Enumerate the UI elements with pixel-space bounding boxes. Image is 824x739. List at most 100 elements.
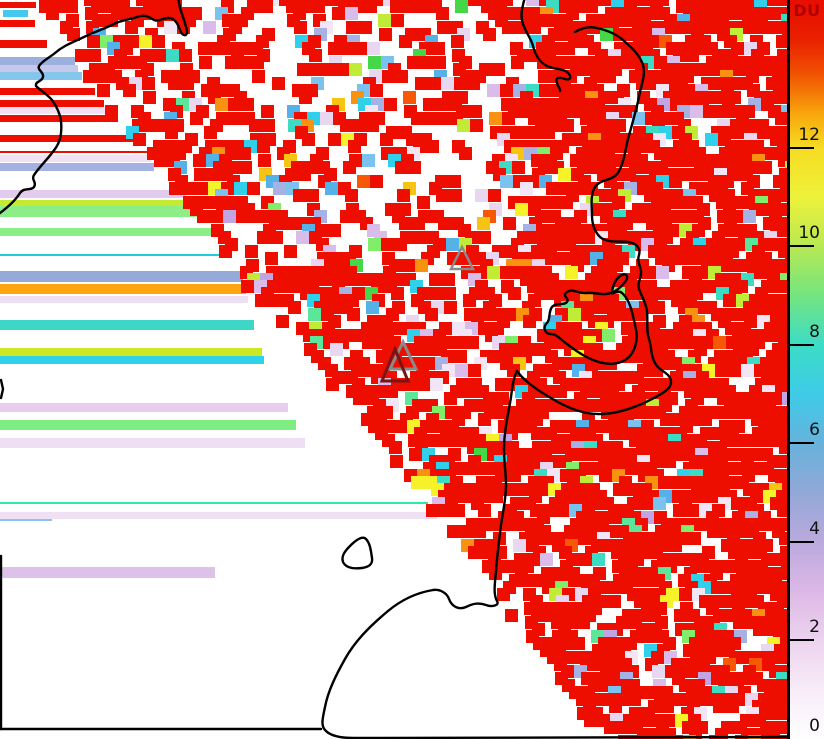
data-pixel xyxy=(778,245,789,258)
data-pixel xyxy=(320,112,333,125)
data-pixel xyxy=(394,420,407,433)
data-pixel xyxy=(345,7,358,20)
data-pixel xyxy=(166,49,179,62)
data-pixel xyxy=(353,392,366,405)
data-pixel xyxy=(437,112,450,125)
data-pixel xyxy=(500,266,513,279)
colorbar-tick xyxy=(790,245,814,248)
data-pixel xyxy=(349,63,362,76)
data-pixel xyxy=(607,581,620,594)
data-pixel xyxy=(207,168,220,181)
data-pixel xyxy=(713,336,726,349)
data-pixel xyxy=(656,266,669,279)
data-pixel xyxy=(424,112,437,125)
data-pixel xyxy=(190,112,203,125)
scanline-stripe xyxy=(0,115,118,122)
data-pixel xyxy=(779,623,789,636)
data-pixel xyxy=(753,623,766,636)
data-pixel xyxy=(455,364,468,377)
data-pixel xyxy=(288,301,301,314)
data-pixel xyxy=(257,140,270,153)
data-pixel xyxy=(620,308,633,321)
data-pixel xyxy=(780,182,789,195)
scanline-stripe xyxy=(0,512,437,519)
data-pixel xyxy=(686,49,699,62)
data-pixel xyxy=(716,105,729,118)
data-pixel xyxy=(475,462,488,475)
data-pixel xyxy=(674,336,687,349)
data-pixel xyxy=(437,21,450,34)
data-pixel xyxy=(473,525,486,538)
data-pixel xyxy=(455,0,468,13)
data-pixel xyxy=(779,441,789,454)
data-pixel xyxy=(65,0,78,13)
data-pixel xyxy=(299,91,312,104)
data-pixel xyxy=(546,182,559,195)
data-pixel xyxy=(370,84,383,97)
data-pixel xyxy=(399,217,412,230)
data-pixel xyxy=(774,280,787,293)
data-pixel xyxy=(454,77,467,90)
data-pixel xyxy=(139,35,152,48)
data-pixel xyxy=(403,0,416,13)
data-pixel xyxy=(783,497,789,510)
data-pixel xyxy=(562,42,575,55)
scanline-stripe xyxy=(0,438,305,448)
data-pixel xyxy=(628,693,641,706)
data-pixel xyxy=(152,35,165,48)
data-pixel xyxy=(463,294,476,307)
data-pixel xyxy=(776,35,789,48)
data-pixel xyxy=(759,434,772,447)
data-pixel xyxy=(781,469,789,482)
data-pixel xyxy=(444,392,457,405)
data-pixel xyxy=(781,14,789,27)
scanline-stripe xyxy=(0,72,82,80)
data-pixel xyxy=(617,721,630,734)
data-pixel xyxy=(780,637,789,650)
data-pixel xyxy=(783,406,789,419)
data-pixel xyxy=(513,539,526,552)
data-pixel xyxy=(784,238,789,251)
scanline-stripe xyxy=(0,320,254,330)
data-pixel xyxy=(784,147,789,160)
data-pixel xyxy=(268,294,281,307)
scanline-stripe xyxy=(0,151,147,153)
scanline-stripe xyxy=(0,20,35,27)
data-pixel xyxy=(429,273,442,286)
data-pixel xyxy=(425,308,438,321)
data-pixel xyxy=(778,336,789,349)
colorbar-tick-label: 0 xyxy=(809,716,820,736)
data-pixel xyxy=(203,21,216,34)
data-pixel xyxy=(467,77,480,90)
data-pixel xyxy=(777,504,789,517)
data-pixel xyxy=(87,35,100,48)
data-pixel xyxy=(505,609,518,622)
colorbar-tick-label: 2 xyxy=(809,617,820,638)
data-pixel xyxy=(312,0,325,13)
data-pixel xyxy=(239,161,252,174)
data-pixel xyxy=(380,133,393,146)
scanline-stripe xyxy=(0,228,214,236)
data-pixel xyxy=(784,56,789,69)
data-pixel xyxy=(391,287,404,300)
data-pixel xyxy=(330,343,343,356)
data-pixel xyxy=(547,196,560,209)
data-pixel xyxy=(784,329,789,342)
data-pixel xyxy=(411,476,424,489)
data-pixel xyxy=(671,476,684,489)
data-pixel xyxy=(707,525,720,538)
data-pixel xyxy=(754,728,767,739)
data-pixel xyxy=(671,21,684,34)
data-pixel xyxy=(674,154,687,167)
data-pixel xyxy=(426,504,439,517)
data-pixel xyxy=(412,217,425,230)
data-pixel xyxy=(282,217,295,230)
data-pixel xyxy=(336,63,349,76)
data-pixel xyxy=(367,42,380,55)
data-pixel xyxy=(451,35,464,48)
data-pixel xyxy=(353,119,366,132)
data-pixel xyxy=(453,336,466,349)
data-pixel xyxy=(67,28,80,41)
data-pixel xyxy=(279,0,292,6)
data-pixel xyxy=(229,112,242,125)
